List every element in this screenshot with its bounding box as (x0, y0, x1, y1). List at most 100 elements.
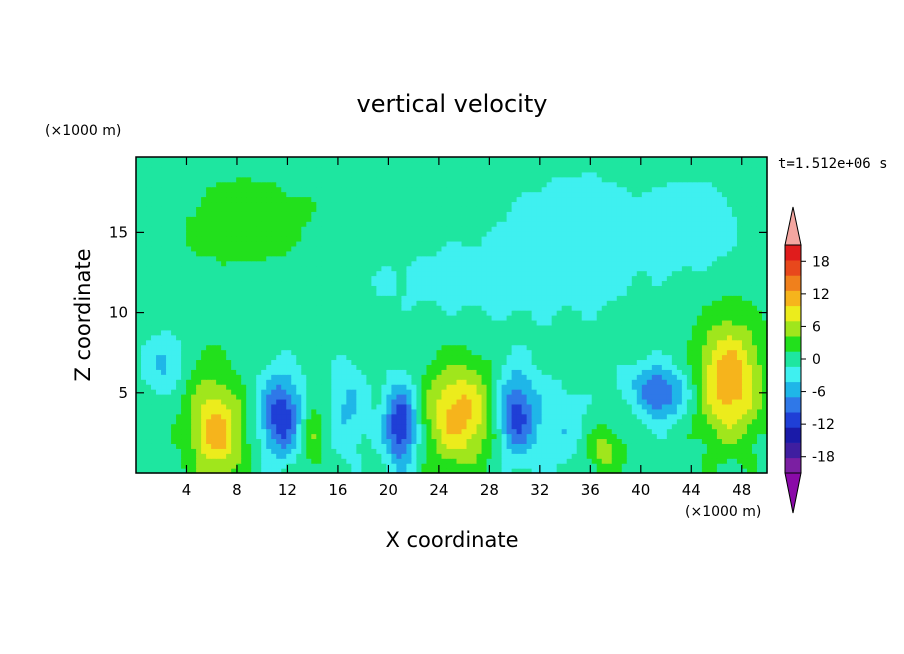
field-cell (366, 438, 372, 444)
field-cell (296, 418, 302, 425)
field-cell (701, 329, 708, 336)
field-cell (366, 453, 372, 459)
field-cell (206, 468, 212, 474)
field-cell (216, 389, 222, 395)
field-cell (366, 324, 372, 331)
field-cell (431, 463, 438, 469)
field-cell (296, 458, 302, 464)
field-cell (681, 319, 688, 326)
field-cell (321, 423, 327, 430)
field-cell (301, 319, 307, 326)
field-cell (651, 290, 658, 296)
field-cell (571, 339, 578, 346)
field-cell (541, 379, 548, 385)
field-cell (226, 463, 232, 469)
field-cell (576, 458, 583, 464)
field-cell (401, 344, 408, 351)
field-cell (396, 389, 403, 395)
field-cell (746, 280, 753, 286)
field-cell (266, 384, 272, 390)
field-cell (521, 408, 528, 415)
field-cell (611, 413, 618, 420)
field-cell (696, 413, 703, 420)
field-cell (761, 349, 768, 356)
field-cell (646, 285, 653, 291)
field-cell (401, 448, 408, 454)
field-cell (706, 280, 713, 286)
field-cell (546, 428, 553, 435)
field-cell (371, 448, 377, 454)
field-cell (681, 428, 688, 435)
field-cell (661, 448, 668, 454)
field-cell (396, 275, 403, 282)
field-cell (386, 319, 393, 326)
field-cell (181, 295, 187, 301)
field-cell (341, 403, 347, 410)
field-cell (446, 413, 453, 420)
field-cell (366, 423, 372, 430)
field-cell (461, 290, 468, 296)
field-cell (191, 334, 197, 341)
field-cell (246, 448, 252, 454)
field-cell (741, 285, 748, 291)
field-cell (671, 423, 678, 430)
field-cell (226, 369, 232, 375)
field-cell (376, 418, 382, 425)
field-cell (391, 295, 398, 301)
field-cell (171, 448, 177, 454)
field-cell (426, 290, 433, 296)
field-cell (431, 300, 438, 306)
field-cell (361, 389, 367, 395)
field-cell (651, 359, 658, 365)
field-cell (676, 324, 683, 331)
field-cell (246, 354, 252, 361)
field-cell (601, 413, 608, 420)
field-cell (246, 374, 252, 380)
field-cell (286, 315, 292, 321)
field-cell (196, 329, 202, 336)
field-cell (661, 310, 668, 316)
field-cell (556, 403, 563, 410)
field-cell (301, 295, 307, 301)
field-cell (581, 394, 588, 400)
field-cell (491, 418, 498, 425)
field-cell (516, 329, 523, 336)
field-cell (396, 403, 403, 410)
field-cell (656, 384, 663, 390)
field-cell (701, 305, 708, 311)
field-cell (251, 329, 257, 336)
field-cell (426, 394, 433, 400)
field-cell (346, 349, 352, 356)
field-cell (246, 364, 252, 370)
field-cell (606, 468, 613, 474)
field-cell (206, 290, 212, 296)
field-cell (231, 324, 237, 331)
field-cell (491, 364, 498, 370)
field-cell (611, 428, 618, 435)
field-cell (521, 389, 528, 395)
field-cell (746, 359, 753, 365)
field-cell (746, 379, 753, 385)
field-cell (326, 428, 332, 435)
field-cell (636, 354, 643, 361)
field-cell (196, 448, 202, 454)
field-cell (401, 285, 408, 291)
field-cell (641, 369, 648, 375)
field-cell (376, 339, 382, 346)
field-cell (301, 443, 307, 449)
field-cell (471, 305, 478, 311)
field-cell (541, 403, 548, 410)
field-cell (236, 403, 242, 410)
field-cell (161, 315, 167, 321)
field-cell (151, 275, 157, 282)
field-cell (266, 334, 272, 341)
field-cell (516, 359, 523, 365)
field-cell (336, 408, 342, 415)
field-cell (201, 468, 207, 474)
field-cell (336, 374, 342, 380)
field-cell (566, 305, 573, 311)
field-cell (311, 418, 317, 425)
field-cell (436, 329, 443, 336)
field-cell (321, 394, 327, 400)
field-cell (401, 334, 408, 341)
